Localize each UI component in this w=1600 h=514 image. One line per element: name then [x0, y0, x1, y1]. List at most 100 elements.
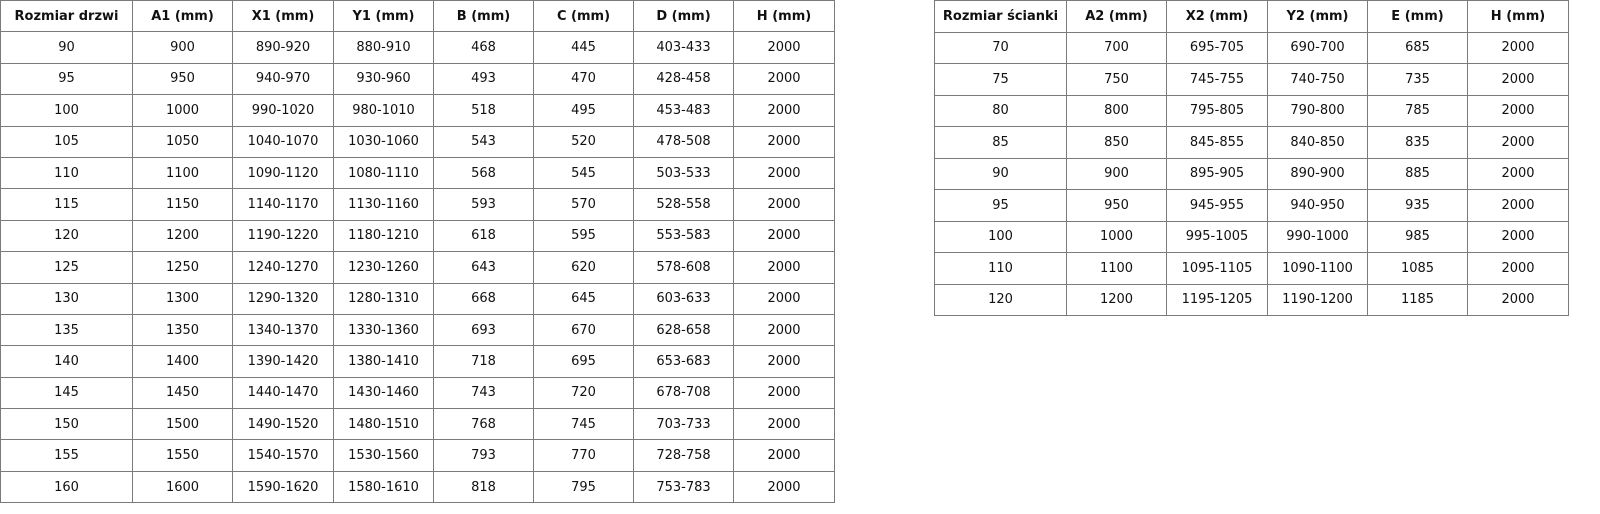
- table-cell: 115: [0, 188, 133, 221]
- table-row: 100 1000 990-1020 980-1010 518 495 453-483 2000: [0, 94, 835, 127]
- table-cell: 1200: [1066, 283, 1167, 316]
- table-cell: 785: [1367, 94, 1468, 127]
- table-cell: 770: [533, 439, 634, 472]
- table-cell: 2000: [733, 156, 835, 190]
- table-cell: 750: [1066, 63, 1167, 96]
- table-cell: 950: [132, 62, 233, 96]
- table-cell: 1000: [132, 94, 233, 127]
- table-cell: 1090-1120: [232, 156, 334, 190]
- table-cell: 150: [0, 408, 133, 441]
- table-cell: 603-633: [633, 282, 734, 315]
- table-cell: 120: [934, 283, 1067, 316]
- table-cell: 1300: [132, 282, 233, 315]
- table-row: 125 1250 1240-1270 1230-1260 643 620 578-608 20…: [0, 251, 835, 284]
- table-cell: 1190-1220: [232, 219, 334, 253]
- table-cell: 740-750: [1267, 63, 1368, 96]
- table-cell: 1450: [132, 376, 233, 410]
- table-cell: 850: [1066, 126, 1167, 159]
- table-cell: 155: [0, 439, 133, 472]
- table-cell: 2000: [733, 408, 835, 441]
- table-cell: 930-960: [333, 62, 434, 96]
- column-header: X2 (mm): [1166, 0, 1268, 33]
- table-cell: 2000: [733, 31, 835, 64]
- table-cell: 1180-1210: [333, 219, 434, 253]
- table-cell: 1240-1270: [232, 251, 334, 284]
- table-cell: 2000: [733, 94, 835, 127]
- table-cell: 90: [0, 31, 133, 64]
- table-cell: 990-1020: [232, 94, 334, 127]
- table-cell: 70: [934, 31, 1067, 64]
- table-cell: 643: [433, 251, 534, 284]
- table-cell: 790-800: [1267, 94, 1368, 127]
- table-cell: 518: [433, 94, 534, 127]
- table-cell: 1100: [1066, 252, 1167, 285]
- table-cell: 2000: [1467, 157, 1569, 190]
- table-cell: 503-533: [633, 156, 734, 190]
- table-cell: 140: [0, 345, 133, 378]
- table-cell: 1250: [132, 251, 233, 284]
- table-row: 110 1100 1095-1105 1090-1100 1085 2000: [934, 252, 1569, 285]
- table-cell: 835: [1367, 126, 1468, 159]
- table-cell: 768: [433, 408, 534, 441]
- column-header: E (mm): [1367, 0, 1468, 33]
- table-cell: 653-683: [633, 345, 734, 378]
- table-cell: 1580-1610: [333, 470, 434, 504]
- table-row: 105 1050 1040-1070 1030-1060 543 520 478-508 20…: [0, 125, 835, 158]
- table-cell: 700: [1066, 31, 1167, 64]
- table-cell: 2000: [733, 219, 835, 253]
- table-cell: 945-955: [1166, 189, 1268, 222]
- table-cell: 568: [433, 156, 534, 190]
- table-cell: 800: [1066, 94, 1167, 127]
- table-cell: 2000: [733, 62, 835, 96]
- table-cell: 885: [1367, 157, 1468, 190]
- table-cell: 1150: [132, 188, 233, 221]
- table-cell: 1140-1170: [232, 188, 334, 221]
- table-cell: 100: [0, 94, 133, 127]
- table-cell: 1030-1060: [333, 125, 434, 158]
- table-cell: 1000: [1066, 220, 1167, 253]
- table-cell: 95: [0, 62, 133, 96]
- table-cell: 1280-1310: [333, 282, 434, 315]
- table-cell: 403-433: [633, 31, 734, 64]
- table-cell: 690-700: [1267, 31, 1368, 64]
- column-header: X1 (mm): [232, 0, 334, 33]
- table-cell: 2000: [733, 470, 835, 504]
- table-cell: 1550: [132, 439, 233, 472]
- table-cell: 693: [433, 313, 534, 347]
- table-cell: 1490-1520: [232, 408, 334, 441]
- table-cell: 668: [433, 282, 534, 315]
- table-cell: 110: [934, 252, 1067, 285]
- table-cell: 470: [533, 62, 634, 96]
- column-header: H (mm): [733, 0, 835, 33]
- table-cell: 1040-1070: [232, 125, 334, 158]
- table-cell: 980-1010: [333, 94, 434, 127]
- table-cell: 900: [132, 31, 233, 64]
- table-cell: 545: [533, 156, 634, 190]
- table-cell: 1290-1320: [232, 282, 334, 315]
- table-cell: 135: [0, 313, 133, 347]
- table-cell: 1190-1200: [1267, 283, 1368, 316]
- table-cell: 1400: [132, 345, 233, 378]
- table-cell: 90: [934, 157, 1067, 190]
- table-row: 120 1200 1195-1205 1190-1200 1185 2000: [934, 283, 1569, 316]
- table-row: 150 1500 1490-1520 1480-1510 768 745 703-733 20…: [0, 408, 835, 441]
- table-row: 100 1000 995-1005 990-1000 985 2000: [934, 220, 1569, 253]
- table-cell: 520: [533, 125, 634, 158]
- table-cell: 2000: [733, 282, 835, 315]
- table-cell: 1330-1360: [333, 313, 434, 347]
- column-header: Y1 (mm): [333, 0, 434, 33]
- table-cell: 1085: [1367, 252, 1468, 285]
- column-header: Rozmiar ścianki: [934, 0, 1067, 33]
- table-cell: 2000: [1467, 252, 1569, 285]
- table-cell: 728-758: [633, 439, 734, 472]
- table-cell: 130: [0, 282, 133, 315]
- table-cell: 940-970: [232, 62, 334, 96]
- table-cell: 1590-1620: [232, 470, 334, 504]
- table-cell: 495: [533, 94, 634, 127]
- table-cell: 695-705: [1166, 31, 1268, 64]
- column-header: H (mm): [1467, 0, 1569, 33]
- table-cell: 2000: [733, 376, 835, 410]
- column-header: A2 (mm): [1066, 0, 1167, 33]
- table-cell: 685: [1367, 31, 1468, 64]
- table-row: 145 1450 1440-1470 1430-1460 743 720 678-708 20…: [0, 376, 835, 410]
